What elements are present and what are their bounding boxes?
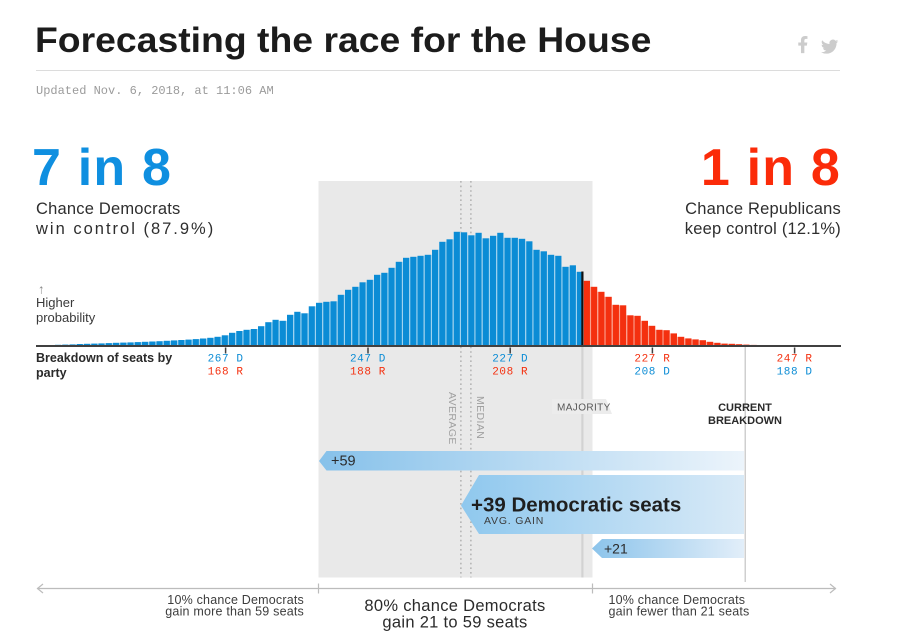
svg-text:227 D: 227 D [492,354,528,366]
svg-text:MAJORITY: MAJORITY [557,403,611,414]
svg-text:Breakdown of seats by: Breakdown of seats by [36,351,172,365]
svg-text:gain more than 59 seats: gain more than 59 seats [165,605,304,619]
svg-text:+59: +59 [331,454,356,470]
svg-text:247 D: 247 D [350,354,386,366]
svg-text:Higher: Higher [36,295,75,310]
svg-text:↑: ↑ [38,282,45,297]
svg-text:CURRENT: CURRENT [718,402,772,414]
svg-text:AVG. GAIN: AVG. GAIN [484,515,544,527]
svg-text:168 R: 168 R [208,367,244,379]
svg-text:267 D: 267 D [208,354,244,366]
svg-text:BREAKDOWN: BREAKDOWN [708,415,782,427]
svg-text:10% chance Democrats: 10% chance Democrats [167,593,304,607]
svg-text:gain 21 to 59 seats: gain 21 to 59 seats [382,614,527,632]
svg-text:AVERAGE: AVERAGE [446,392,458,445]
svg-text:probability: probability [36,310,96,325]
svg-text:+39 Democratic seats: +39 Democratic seats [471,494,681,517]
svg-text:188 D: 188 D [777,367,813,379]
svg-text:10% chance Democrats: 10% chance Democrats [609,593,746,607]
svg-text:+21: +21 [604,541,628,557]
svg-text:227 R: 227 R [634,354,670,366]
svg-text:188 R: 188 R [350,367,386,379]
svg-text:208 D: 208 D [634,367,670,379]
svg-text:80% chance Democrats: 80% chance Democrats [364,597,545,615]
svg-text:MEDIAN: MEDIAN [474,396,486,439]
svg-text:gain fewer than 21 seats: gain fewer than 21 seats [609,605,750,619]
svg-text:208 R: 208 R [492,367,528,379]
svg-text:party: party [36,366,67,380]
svg-text:247 R: 247 R [777,354,813,366]
